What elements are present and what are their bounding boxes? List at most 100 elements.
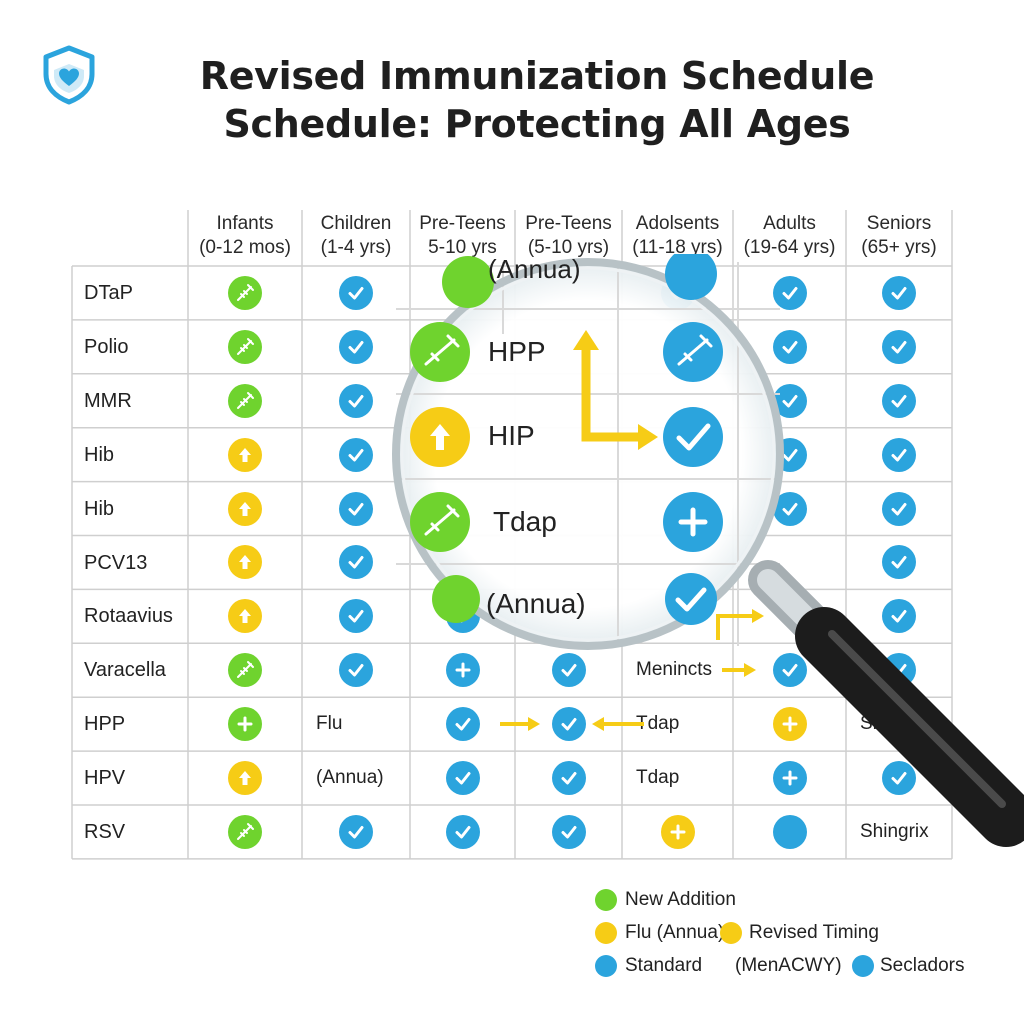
check-icon [445,761,480,796]
shield-heart-icon [43,45,95,105]
check-icon [445,814,480,849]
column-header-title: Pre-Teens [525,213,612,234]
cell-text: Tdap [636,767,680,789]
plus-icon [772,707,807,742]
row-label: Rotaavius [84,605,173,628]
check-icon [445,707,480,742]
syringe-icon [228,329,262,364]
lens-item-tdap: Tdap [493,506,557,537]
check-icon [551,707,586,742]
empty-icon [772,814,807,849]
check-icon [772,275,807,310]
lens-bottom-green-icon [432,575,480,623]
check-icon [882,329,916,364]
lens-ring [392,254,784,650]
check-icon [882,761,916,796]
cell-text: Menincts [636,659,713,681]
check-icon [339,599,373,634]
row-label: PCV13 [84,551,148,574]
column-header-range: (65+ yrs) [861,237,937,258]
row-label: HPV [84,767,126,790]
column-header-4: Pre-Teens (5-10 yrs) [515,212,622,260]
legend-green-dot [595,889,617,911]
lens-check-icon [663,407,723,467]
legend-standard: Standard [625,955,703,976]
magnifier-lens: (Annua) HPP HIP Tdap (Annua) [388,254,788,654]
check-icon [882,599,916,634]
lens-item-hpp: HPP [488,336,546,367]
check-icon [882,383,916,418]
check-icon [551,761,586,796]
column-header-2: Children (1-4 yrs) [302,212,410,260]
lens-item-hip: HIP [488,420,535,451]
check-icon [882,491,916,526]
row-label: DTaP [84,282,133,304]
row-label: Varacella [84,659,166,682]
check-icon [551,653,586,688]
plus-icon [445,653,480,688]
check-icon [882,437,916,472]
revised-timing-arrow [581,349,640,442]
row-label: HPP [84,713,126,736]
check-icon [772,329,807,364]
arrow-icon [228,761,262,796]
cell-text: Tdap [636,713,680,735]
syringe-icon [228,814,262,849]
column-header-title: Seniors [866,213,932,234]
check-icon [339,275,373,310]
legend-menacwy: (MenACWY) [735,955,842,976]
check-icon [339,653,373,688]
legend-flu-annual: Flu (Annua) [625,922,725,943]
column-header-title: Pre-Teens [419,213,506,234]
arrow-icon [228,545,262,580]
column-header-title: Adults [763,213,816,234]
check-icon [339,437,373,472]
plus-icon [228,707,262,742]
column-header-7: Seniors (65+ yrs) [846,212,952,260]
row-label: Hib [84,497,115,520]
row-label: Polio [84,335,129,358]
cell-text: Shingrix [860,821,929,842]
legend-revised-timing: Revised Timing [749,922,879,943]
page-title: Revised Immunization Schedule Schedule: … [110,52,964,148]
syringe-icon [228,383,262,418]
legend-yellow-dot-2 [720,922,742,944]
legend-blue-dot [595,955,617,977]
column-header-3: Pre-Teens 5-10 yrs [410,212,515,260]
check-icon [772,653,807,688]
check-icon [339,491,373,526]
arrow-icon [228,437,262,472]
column-header-range: (11-18 yrs) [632,237,723,258]
column-header-1: Infants (0-12 mos) [188,212,302,260]
column-header-range: (5-10 yrs) [527,237,610,258]
lens-bottom-text: (Annua) [486,588,586,619]
plus-icon [660,814,695,849]
column-header-range: (0-12 mos) [199,237,291,258]
plus-icon [772,761,807,796]
row-label: RSV [84,821,126,843]
arrow-icon [228,491,262,526]
legend-yellow-dot [595,922,617,944]
cell-text: Flu [316,713,343,735]
lens-top-text: (Annua) [488,254,581,284]
column-header-title: Adolsents [635,213,720,234]
column-header-range: (1-4 yrs) [320,237,392,258]
row-label: Hib [84,443,115,466]
lens-bottom-check-icon [665,573,717,625]
check-icon [551,814,586,849]
legend-new-addition: New Addition [625,889,736,910]
title-line-1: Revised Immunization Schedule [199,54,875,98]
lens-top-blue-icon [665,254,717,300]
lens-top-green-icon [442,256,494,308]
magnifier-handle [748,560,1024,847]
check-icon [339,329,373,364]
column-header-title: Children [320,213,392,234]
check-icon [339,383,373,418]
check-icon [339,545,373,580]
column-header-range: (19-64 yrs) [743,237,836,258]
arrow-icon [228,599,262,634]
legend-secladors: Secladors [880,955,965,976]
cell-text: (Annua) [316,767,384,789]
row-label: MMR [84,389,132,412]
